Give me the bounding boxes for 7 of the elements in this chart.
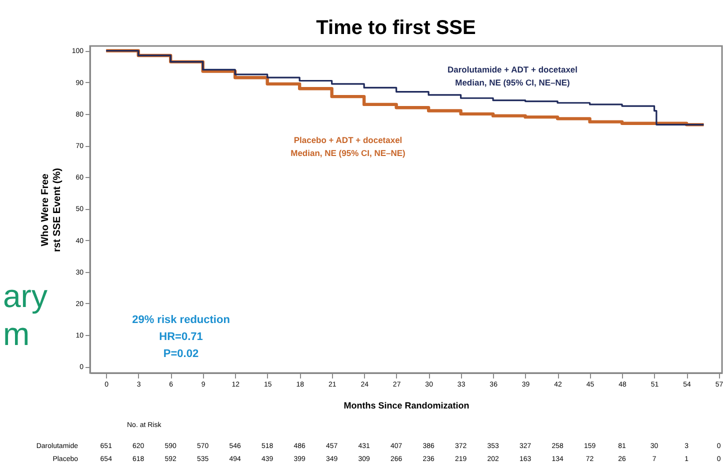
series-label: Darolutamide + ADT + docetaxel Median, NE (95% CI, NE–NE) bbox=[447, 64, 578, 88]
x-axis-title: Months Since Randomization bbox=[344, 400, 470, 410]
text: Placebo + ADT + docetaxel Median, NE (95% CI, NE–NE) bbox=[290, 135, 406, 158]
annotation: 29% risk reduction HR=0.71 P=0.02 bbox=[132, 314, 230, 360]
y-axis-title: Who Were Free rst SSE Event (%) bbox=[40, 168, 63, 252]
chart-title: Time to first SSE bbox=[316, 17, 476, 39]
text: ary m bbox=[3, 278, 48, 352]
